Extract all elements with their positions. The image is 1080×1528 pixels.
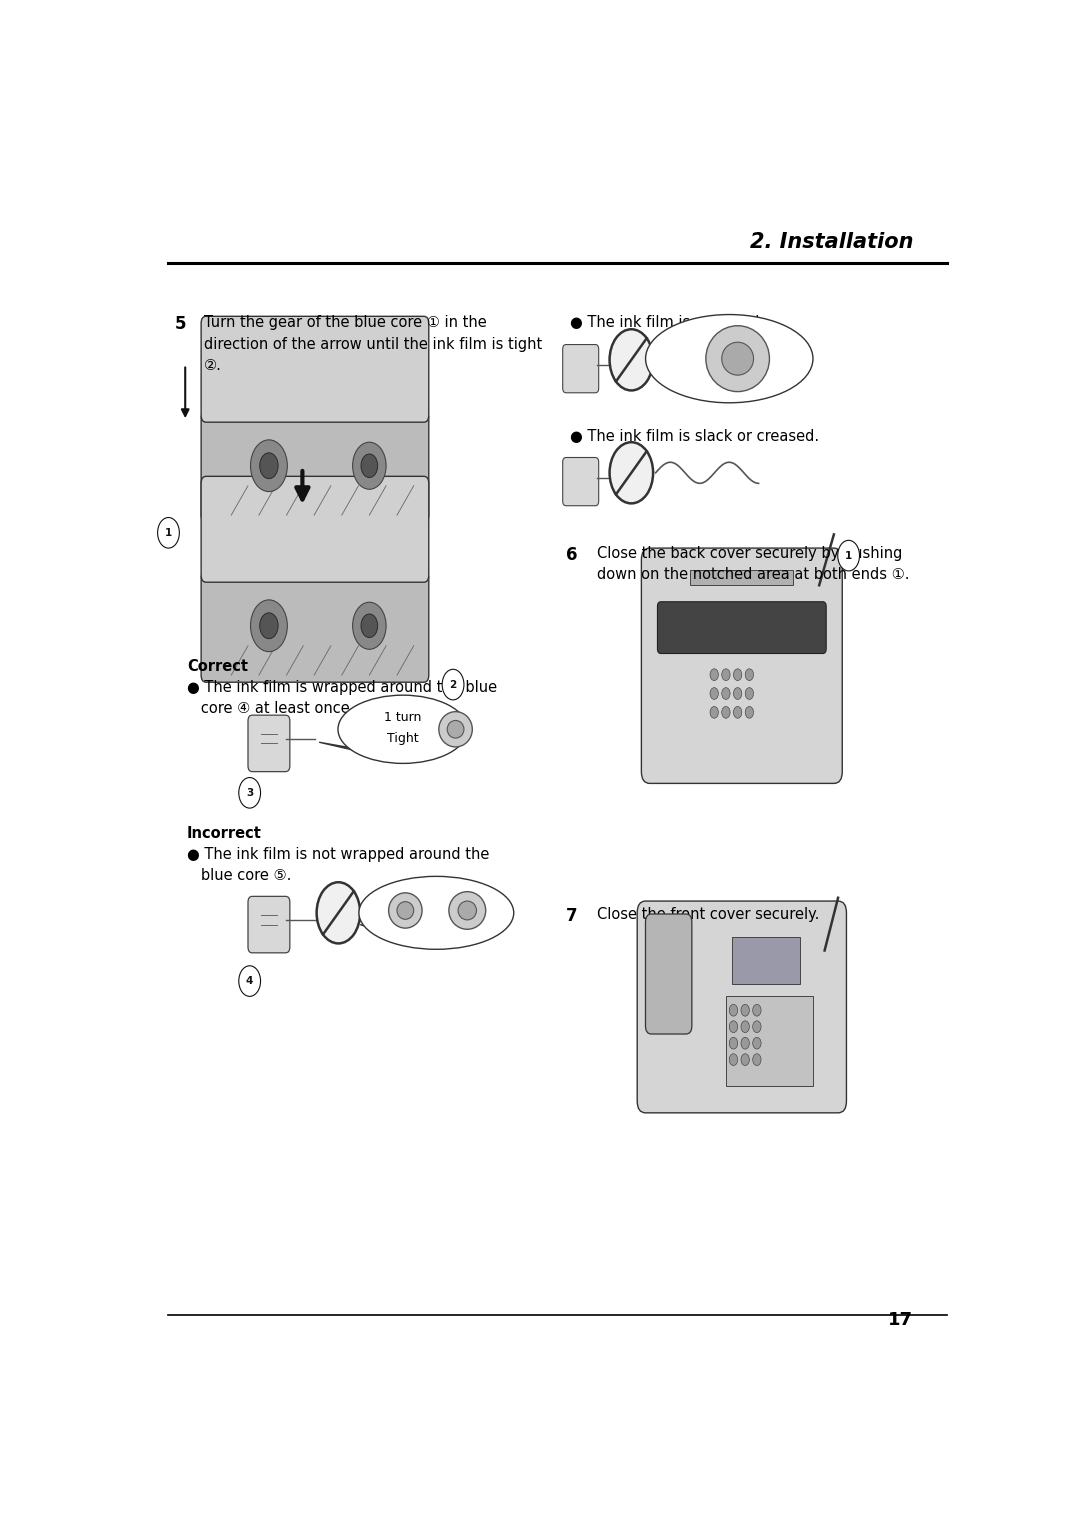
Text: 1 turn: 1 turn <box>384 711 421 724</box>
Ellipse shape <box>646 315 813 403</box>
Ellipse shape <box>458 902 476 920</box>
Circle shape <box>251 601 287 651</box>
Circle shape <box>838 541 860 571</box>
Circle shape <box>733 688 742 700</box>
Circle shape <box>259 613 279 639</box>
Bar <box>690 570 794 585</box>
Circle shape <box>741 1004 750 1016</box>
FancyBboxPatch shape <box>201 411 429 523</box>
Text: Close the front cover securely.: Close the front cover securely. <box>597 908 820 921</box>
FancyBboxPatch shape <box>201 477 429 582</box>
Circle shape <box>721 688 730 700</box>
Circle shape <box>721 706 730 718</box>
Circle shape <box>733 706 742 718</box>
Text: 5: 5 <box>174 315 186 333</box>
Text: Correct: Correct <box>187 659 248 674</box>
Circle shape <box>352 442 387 489</box>
Text: Incorrect: Incorrect <box>187 825 261 840</box>
FancyBboxPatch shape <box>637 902 847 1112</box>
Ellipse shape <box>359 877 514 949</box>
Circle shape <box>753 1004 761 1016</box>
Ellipse shape <box>389 892 422 927</box>
FancyBboxPatch shape <box>201 571 429 681</box>
Circle shape <box>745 706 754 718</box>
Circle shape <box>745 669 754 680</box>
Circle shape <box>729 1004 738 1016</box>
FancyBboxPatch shape <box>201 316 429 422</box>
Polygon shape <box>320 743 408 758</box>
Circle shape <box>361 614 378 637</box>
Text: 1: 1 <box>845 550 852 561</box>
Circle shape <box>442 669 464 700</box>
Circle shape <box>741 1038 750 1050</box>
Circle shape <box>239 778 260 808</box>
Circle shape <box>352 602 387 649</box>
Text: Turn the gear of the blue core ① in the
direction of the arrow until the ink fil: Turn the gear of the blue core ① in the … <box>204 315 542 373</box>
Circle shape <box>251 440 287 492</box>
Text: ● The ink film is reversed.: ● The ink film is reversed. <box>570 315 765 330</box>
Circle shape <box>741 1054 750 1065</box>
FancyBboxPatch shape <box>248 897 289 953</box>
Circle shape <box>733 669 742 680</box>
Circle shape <box>316 882 360 943</box>
Text: 17: 17 <box>889 1311 914 1329</box>
Circle shape <box>729 1038 738 1050</box>
Bar <box>732 937 799 984</box>
Circle shape <box>753 1038 761 1050</box>
Ellipse shape <box>721 342 754 376</box>
Circle shape <box>721 669 730 680</box>
Circle shape <box>729 1021 738 1033</box>
Circle shape <box>609 442 653 503</box>
Text: 4: 4 <box>246 976 254 986</box>
Bar <box>727 996 813 1086</box>
FancyBboxPatch shape <box>563 457 598 506</box>
Circle shape <box>361 454 378 477</box>
Text: 2. Installation: 2. Installation <box>750 232 914 252</box>
Text: 3: 3 <box>246 788 254 798</box>
Circle shape <box>710 669 718 680</box>
Circle shape <box>753 1054 761 1065</box>
Ellipse shape <box>397 902 414 920</box>
Ellipse shape <box>447 721 464 738</box>
FancyBboxPatch shape <box>646 914 692 1034</box>
Ellipse shape <box>449 892 486 929</box>
Text: 1: 1 <box>165 527 172 538</box>
Text: Close the back cover securely by pushing
down on the notched area at both ends ①: Close the back cover securely by pushing… <box>597 545 909 582</box>
Circle shape <box>753 1021 761 1033</box>
Polygon shape <box>360 924 443 943</box>
Circle shape <box>158 518 179 549</box>
Text: Tight: Tight <box>387 732 419 746</box>
Text: ● The ink film is wrapped around the blue
   core ④ at least once.: ● The ink film is wrapped around the blu… <box>187 680 497 717</box>
Text: 6: 6 <box>566 545 578 564</box>
Circle shape <box>710 706 718 718</box>
Text: ● The ink film is not wrapped around the
   blue core ⑤.: ● The ink film is not wrapped around the… <box>187 847 489 883</box>
FancyBboxPatch shape <box>563 344 598 393</box>
Circle shape <box>259 452 279 478</box>
Text: 7: 7 <box>566 908 578 924</box>
Circle shape <box>745 688 754 700</box>
FancyBboxPatch shape <box>658 602 826 654</box>
Circle shape <box>729 1054 738 1065</box>
Polygon shape <box>653 374 735 396</box>
Circle shape <box>710 688 718 700</box>
Ellipse shape <box>338 695 468 764</box>
Ellipse shape <box>438 712 472 747</box>
FancyBboxPatch shape <box>642 549 842 784</box>
Text: 2: 2 <box>449 680 457 689</box>
Circle shape <box>741 1021 750 1033</box>
Circle shape <box>609 329 653 391</box>
Circle shape <box>239 966 260 996</box>
Ellipse shape <box>706 325 769 391</box>
FancyBboxPatch shape <box>248 715 289 772</box>
Text: ● The ink film is slack or creased.: ● The ink film is slack or creased. <box>570 429 820 445</box>
